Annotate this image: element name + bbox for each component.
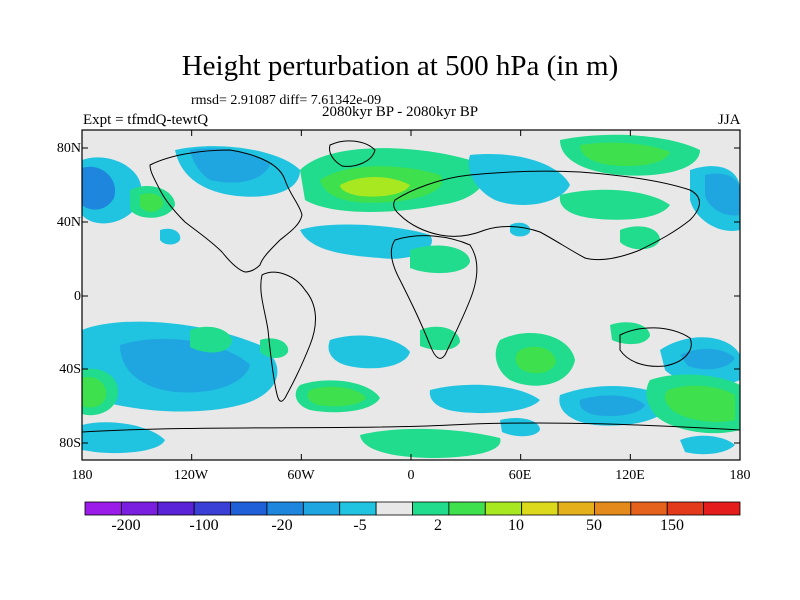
colorbar-box (266, 501, 304, 516)
colorbar-box (630, 501, 668, 516)
lat-label-40s: 40S (59, 362, 81, 377)
contour-region (160, 228, 181, 245)
colorbar-box (412, 501, 450, 516)
contour-region (664, 385, 735, 422)
colorbar-box (375, 501, 413, 516)
contour-region (360, 428, 501, 458)
colorbar-box (230, 501, 268, 516)
contour-region (468, 154, 570, 205)
coastline (149, 149, 303, 273)
contour-region (515, 346, 556, 374)
colorbar-box (594, 501, 632, 516)
colorbar-box (157, 501, 195, 516)
coastline (260, 271, 316, 402)
plot-title: Height perturbation at 500 hPa (in m) (181, 50, 619, 82)
contour-region (429, 384, 540, 414)
period-label: 2080kyr BP - 2080kyr BP (322, 104, 479, 120)
lon-label-120e: 120E (615, 468, 645, 483)
lat-label-80n: 80N (56, 141, 81, 156)
lon-label-180w: 180 (71, 468, 93, 483)
colorbar-label-10: 10 (508, 517, 524, 534)
contour-region (680, 348, 735, 370)
contour-region (190, 326, 232, 353)
lon-label-60w: 60W (287, 468, 315, 483)
contour-region (580, 142, 670, 167)
contour-region (260, 338, 289, 358)
lat-label-80s: 80S (59, 436, 81, 451)
contour-region (120, 338, 250, 393)
coastline (390, 235, 478, 359)
contour-region (328, 335, 410, 369)
stats-label: rmsd= 2.91087 diff= 7.61342e-09 (191, 93, 382, 108)
contour-region (82, 377, 107, 408)
colorbar-box (302, 501, 341, 516)
colorbar-box (448, 501, 486, 516)
contour-region (410, 245, 470, 274)
colorbar-label-minus100: -100 (189, 517, 219, 534)
coastline (329, 140, 376, 167)
experiment-label: Expt = tfmdQ-tewtQ (83, 112, 209, 128)
colorbar-label-minus20: -20 (271, 517, 293, 534)
colorbar-label-150: 150 (660, 517, 684, 534)
colorbar-label-50: 50 (586, 517, 602, 534)
colorbar-label-minus200: -200 (111, 517, 141, 534)
colorbar-box (521, 501, 559, 516)
colorbar-box (120, 501, 159, 516)
colorbar-box (557, 501, 595, 516)
contour-region (579, 395, 645, 417)
contour-region (559, 189, 670, 220)
colorbar-box (84, 501, 122, 516)
contour-region (140, 193, 164, 212)
lon-label-180e: 180 (729, 468, 751, 483)
season-label: JJA (718, 112, 741, 128)
colorbar-box (484, 501, 523, 516)
contour-region (82, 166, 116, 210)
colorbar-label-minus5: -5 (353, 517, 367, 534)
map-layer (81, 129, 741, 461)
contour-region (620, 226, 660, 250)
contour-region (300, 224, 432, 259)
lon-label-0: 0 (407, 468, 415, 483)
contour-region (307, 386, 366, 407)
colorbar-label-2: 2 (434, 517, 442, 534)
coastline (619, 327, 692, 367)
contour-region (705, 173, 740, 216)
colorbar-box (666, 501, 705, 516)
lon-label-60e: 60E (508, 468, 532, 483)
colorbar-box (703, 501, 741, 516)
coastline (82, 422, 740, 433)
colorbar (84, 501, 741, 516)
contour-region (340, 177, 410, 197)
lat-label-40n: 40N (56, 215, 81, 230)
colorbar-box (193, 501, 231, 516)
lon-label-120w: 120W (173, 468, 209, 483)
contour-region (190, 148, 270, 183)
colorbar-box (339, 501, 377, 516)
contour-region (680, 435, 735, 455)
coastline (393, 170, 700, 261)
lat-label-0: 0 (74, 289, 81, 304)
